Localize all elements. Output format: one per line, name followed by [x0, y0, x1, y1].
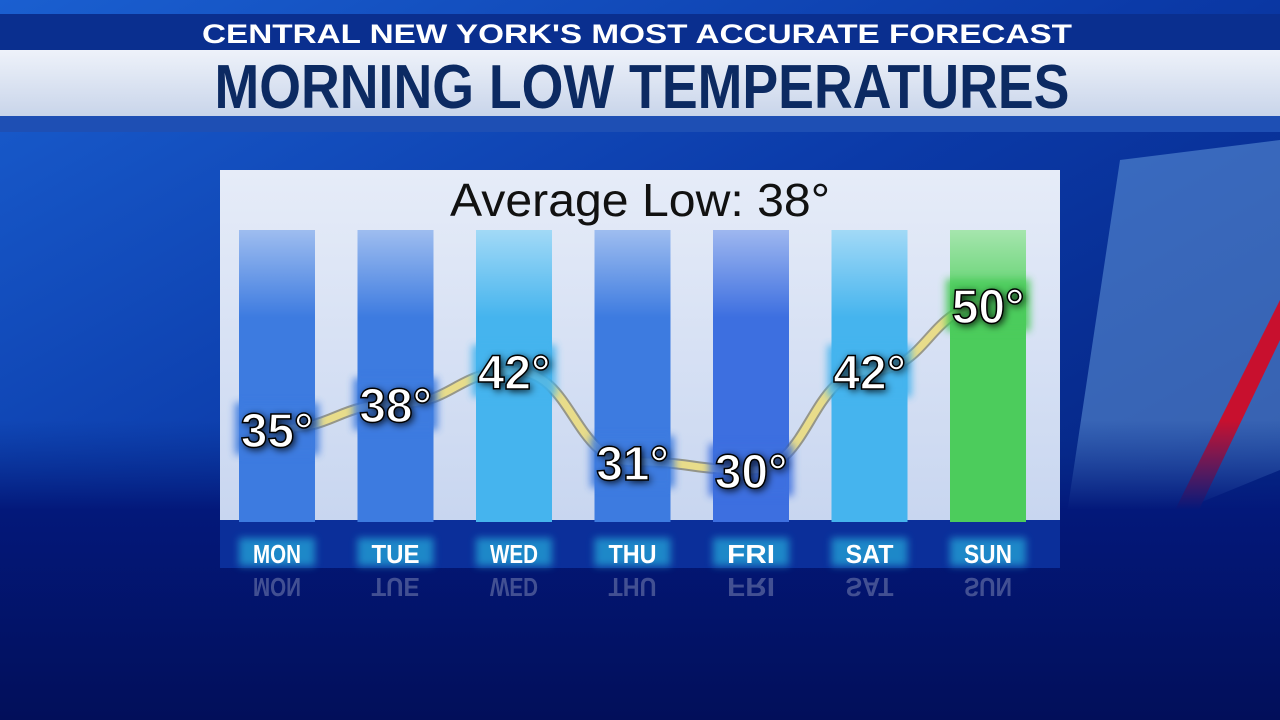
day-label-glow [594, 538, 671, 566]
label-glow [590, 435, 675, 488]
x-tick-label: SAT [846, 539, 894, 569]
x-tick-reflection: SAT [846, 572, 894, 602]
value-label: 42° [833, 347, 906, 400]
value-label: 35° [241, 405, 314, 458]
label-glow [709, 444, 793, 496]
value-label-shadow: 42° [480, 349, 553, 402]
value-label-shadow: 38° [361, 382, 434, 435]
x-tick-reflection: WED [490, 572, 538, 602]
day-column-sheen [950, 230, 1026, 522]
label-glow [472, 345, 556, 397]
header-bar [0, 14, 1280, 50]
x-tick-reflection: THU [609, 572, 657, 602]
day-label-glow [476, 538, 552, 566]
value-label-shadow: 30° [717, 448, 790, 501]
value-label-shadow: 50° [954, 283, 1027, 336]
day-column-sheen [357, 230, 434, 522]
value-label: 31° [596, 438, 669, 491]
x-tick-reflection: SUN [964, 572, 1012, 602]
title-band [0, 50, 1280, 116]
value-label: 50° [952, 281, 1025, 334]
value-label-shadow: 31° [598, 440, 671, 493]
value-label-shadow: 35° [243, 407, 316, 460]
x-tick-label: TUE [372, 539, 420, 569]
x-tick-reflection: TUE [372, 572, 420, 602]
label-glow [827, 345, 912, 397]
x-tick-label: MON [253, 539, 301, 569]
x-tick-reflection: FRI [727, 572, 775, 602]
title-underline [0, 116, 1280, 132]
x-tick-label: WED [490, 539, 538, 569]
label-glow [235, 402, 319, 455]
subtitle: Average Low: 38° [450, 174, 830, 226]
label-glow [353, 378, 438, 430]
day-label-glow [950, 538, 1026, 566]
day-label-glow [713, 538, 789, 566]
x-tick-label: THU [609, 539, 657, 569]
day-label-glow [239, 538, 315, 566]
label-glow [946, 279, 1030, 331]
day-column-sheen [239, 230, 315, 522]
value-label: 30° [715, 446, 788, 499]
day-label-glow [831, 538, 908, 566]
value-label-shadow: 42° [835, 349, 908, 402]
x-tick-label: FRI [727, 539, 775, 569]
day-label-glow [357, 538, 434, 566]
x-tick-label: SUN [964, 539, 1012, 569]
chart-title: MORNING LOW TEMPERATURES [215, 53, 1070, 122]
value-label: 38° [359, 380, 432, 433]
header: CENTRAL NEW YORK'S MOST ACCURATE FORECAS… [202, 19, 1073, 49]
value-label: 42° [478, 347, 551, 400]
x-tick-reflection: MON [253, 572, 301, 602]
